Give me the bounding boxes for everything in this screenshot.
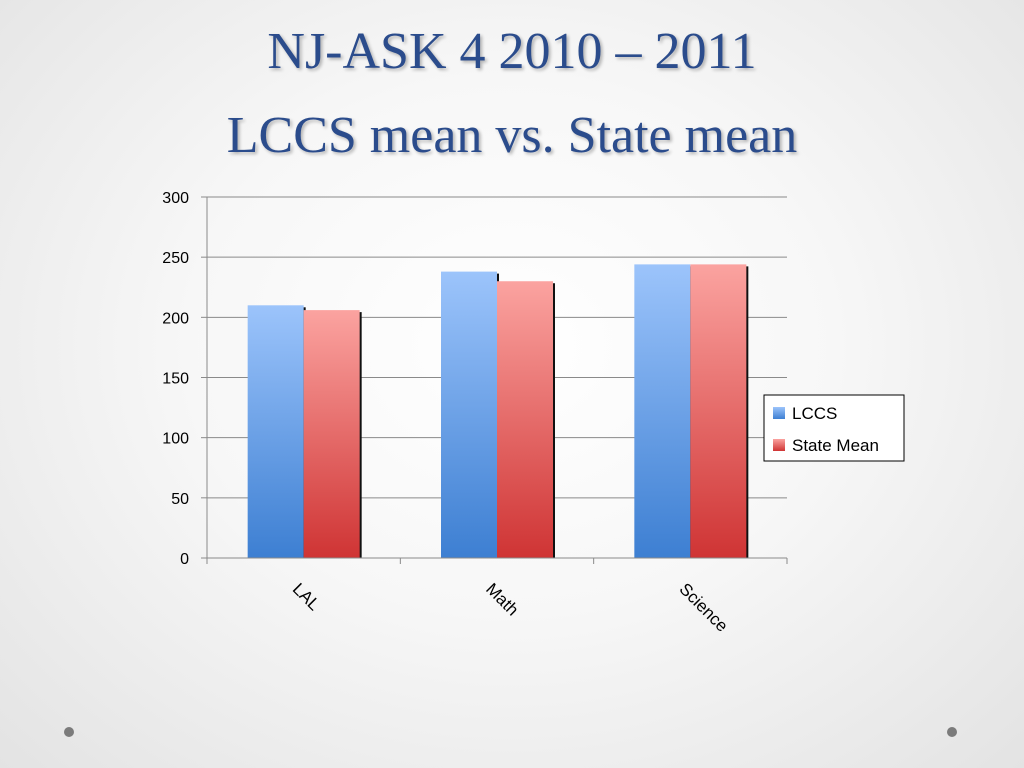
bar-lccs [634,264,691,558]
bar-state-mean [690,264,747,558]
legend-swatch-state-mean [773,439,785,451]
slide-title-line-2: LCCS mean vs. State mean [226,107,798,164]
y-tick-label: 50 [171,491,189,508]
y-tick-label: 100 [162,431,189,448]
x-tick-label: Science [676,579,732,635]
bars [247,264,749,558]
bar-lccs [441,271,497,558]
legend-box [763,394,905,462]
nav-dot-left [64,727,74,737]
x-tick-label: Math [482,579,522,619]
legend-swatch-lccs [773,407,785,419]
legend-label-lccs: LCCS [792,404,837,423]
y-tick-label: 150 [162,371,189,388]
bar-state-mean [497,281,553,558]
bar-lccs [247,305,304,558]
legend: LCCS State Mean [763,394,905,462]
y-tick-label: 300 [162,190,189,207]
slide-title-line-1: NJ-ASK 4 2010 – 2011 [267,23,757,80]
legend-label-state-mean: State Mean [792,436,879,455]
bar-state-mean [303,310,360,558]
nav-dot-right [947,727,957,737]
y-tick-label: 250 [162,250,189,267]
x-tick-label: LAL [289,579,324,614]
y-tick-label: 0 [180,551,189,568]
y-tick-label: 200 [162,310,189,327]
